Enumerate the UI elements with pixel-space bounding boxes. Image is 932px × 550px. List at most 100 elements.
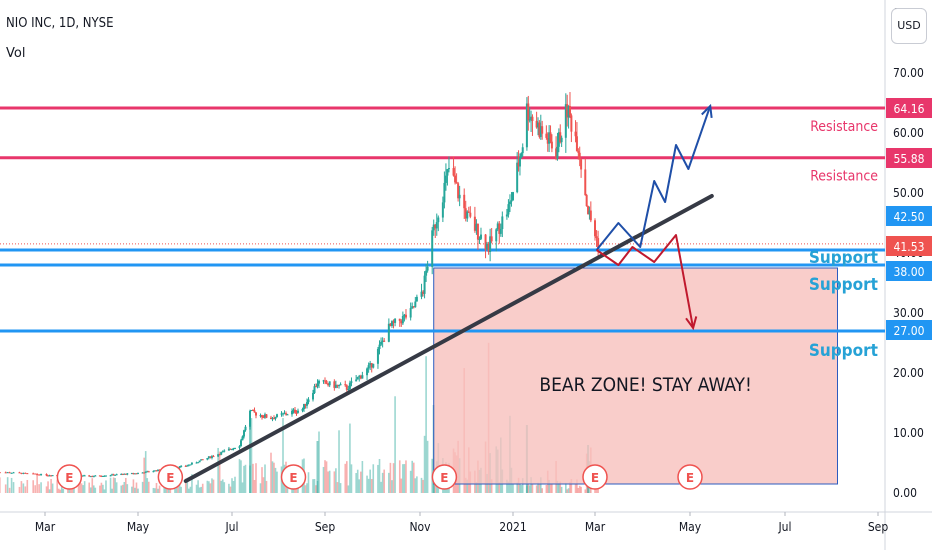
candle-body bbox=[114, 474, 117, 476]
volume-bar bbox=[527, 483, 530, 493]
volume-bar bbox=[158, 485, 161, 493]
volume-bar bbox=[177, 482, 179, 493]
candle-body bbox=[403, 314, 406, 317]
candle-body bbox=[101, 475, 104, 477]
candle-body bbox=[6, 472, 9, 474]
candle-body bbox=[372, 363, 375, 368]
candle-body bbox=[24, 472, 27, 474]
candle-body bbox=[271, 418, 274, 420]
volume-bar bbox=[537, 482, 539, 493]
candle-body bbox=[135, 473, 138, 475]
candle-body bbox=[207, 456, 210, 459]
volume-bar bbox=[208, 481, 210, 493]
candle-body bbox=[328, 381, 331, 386]
volume-bar bbox=[26, 479, 29, 493]
currency-button[interactable]: USD bbox=[891, 8, 927, 44]
support-label: Support bbox=[809, 248, 878, 268]
candle-body bbox=[527, 103, 530, 121]
volume-bar bbox=[211, 478, 213, 493]
volume-bar bbox=[6, 477, 9, 493]
candle-body bbox=[344, 384, 347, 386]
candle-body bbox=[186, 465, 189, 467]
volume-bar bbox=[217, 447, 219, 493]
candle-body bbox=[484, 234, 487, 250]
time-tick-label: Nov bbox=[409, 520, 431, 534]
volume-bar bbox=[198, 487, 201, 493]
candle-body bbox=[538, 122, 541, 137]
candle-body bbox=[158, 469, 161, 471]
candle-body bbox=[12, 472, 15, 474]
volume-bar bbox=[574, 484, 577, 493]
resistance-label: Resistance bbox=[810, 119, 878, 135]
volume-bar bbox=[560, 486, 563, 493]
candle-body bbox=[120, 474, 123, 476]
volume-bar bbox=[506, 479, 508, 493]
volume-bar bbox=[584, 489, 587, 493]
candle-body bbox=[316, 383, 319, 387]
candle-body bbox=[4, 472, 7, 474]
volume-bar bbox=[132, 479, 135, 493]
volume-bar bbox=[163, 483, 165, 493]
volume-bar bbox=[512, 484, 514, 493]
volume-bar bbox=[18, 486, 21, 493]
candle-body bbox=[587, 206, 590, 215]
earnings-marker-label: E bbox=[686, 471, 694, 485]
candle-body bbox=[10, 472, 13, 474]
time-tick-label: May bbox=[679, 520, 702, 534]
candle-body bbox=[291, 410, 293, 415]
volume-bar bbox=[372, 464, 375, 493]
volume-bar bbox=[594, 488, 596, 493]
candle-body bbox=[392, 321, 395, 323]
candle-body bbox=[358, 375, 361, 378]
price-axis[interactable]: 0.0010.0020.0030.0040.0050.0060.0070.008… bbox=[886, 6, 932, 500]
volume-bar bbox=[411, 460, 414, 493]
candle-body bbox=[250, 409, 253, 411]
volume-bar bbox=[358, 479, 361, 493]
volume-bar bbox=[40, 482, 42, 493]
volume-bar bbox=[83, 481, 86, 493]
candle-body bbox=[564, 104, 567, 138]
candle-body bbox=[585, 195, 588, 207]
volume-bar bbox=[517, 477, 520, 493]
volume-bar bbox=[328, 470, 331, 493]
candle-body bbox=[146, 471, 149, 473]
price-tag bbox=[886, 98, 932, 118]
candle-body bbox=[201, 459, 204, 461]
volume-bar bbox=[34, 485, 36, 493]
volume-bar bbox=[274, 467, 277, 493]
candle-body bbox=[594, 220, 596, 237]
volume-bar bbox=[178, 479, 181, 493]
volume-bar bbox=[152, 487, 155, 493]
candle-body bbox=[570, 115, 573, 132]
candle-body bbox=[89, 476, 92, 478]
volume-bar bbox=[231, 478, 233, 493]
earnings-marker-label: E bbox=[65, 471, 73, 485]
volume-bar bbox=[422, 479, 424, 493]
volume-bar bbox=[38, 484, 40, 493]
volume-bar bbox=[4, 484, 7, 493]
candle-body bbox=[404, 314, 407, 318]
candle-body bbox=[367, 365, 370, 369]
candle-body bbox=[548, 132, 551, 144]
candle-body bbox=[143, 472, 146, 474]
candle-body bbox=[463, 194, 466, 209]
volume-bar bbox=[154, 488, 156, 493]
candle-body bbox=[197, 462, 200, 464]
candle-body bbox=[530, 116, 533, 120]
volume-bar bbox=[141, 481, 144, 493]
volume-bar bbox=[369, 469, 371, 493]
candle-body bbox=[490, 236, 493, 242]
candle-body bbox=[475, 223, 478, 231]
time-axis[interactable]: Mar May Jul Sep Nov 2021 Mar May Jul Sep bbox=[35, 512, 889, 534]
volume-bar bbox=[169, 487, 172, 493]
candle-body bbox=[443, 182, 446, 203]
candle-body bbox=[387, 323, 390, 342]
volume-spike bbox=[316, 441, 319, 493]
candle-body bbox=[133, 473, 136, 475]
candle-body bbox=[144, 471, 147, 473]
candle-body bbox=[232, 448, 235, 450]
volume-bar bbox=[333, 471, 336, 493]
bear-zone-label: BEAR ZONE! STAY AWAY! bbox=[539, 374, 751, 396]
